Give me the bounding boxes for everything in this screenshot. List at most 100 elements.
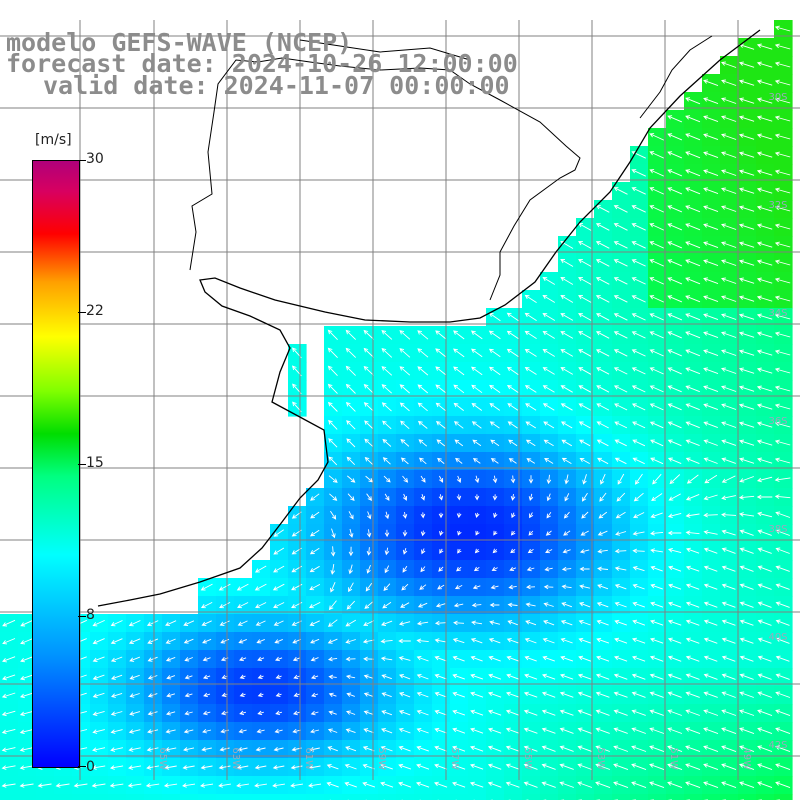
wind-vector-arrow (596, 421, 609, 429)
wind-vector-arrow (470, 709, 484, 716)
wind-vector-arrow (685, 691, 700, 698)
wind-speed-cell (270, 794, 289, 800)
wind-vector-arrow (524, 655, 537, 662)
wind-vector-arrow (417, 330, 429, 340)
wind-vector-arrow (434, 691, 447, 698)
wind-vector-arrow (509, 566, 517, 572)
wind-vector-arrow (344, 781, 357, 788)
wind-vector-arrow (577, 673, 592, 680)
wind-vector-arrow (721, 385, 737, 392)
wind-vector-arrow (399, 330, 411, 340)
wind-speed-cell (252, 794, 271, 800)
wind-vector-arrow (542, 331, 555, 339)
wind-vector-arrow (272, 583, 285, 591)
wind-vector-arrow (506, 366, 519, 375)
wind-vector-arrow (721, 673, 736, 680)
wind-speed-cell (720, 794, 739, 800)
wind-vector-arrow (308, 783, 322, 788)
wind-vector-arrow (774, 25, 791, 32)
wind-vector-arrow (508, 584, 517, 590)
wind-vector-arrow (330, 510, 337, 520)
wind-vector-arrow (649, 133, 664, 141)
wind-vector-arrow (183, 729, 194, 734)
wind-vector-arrow (510, 530, 516, 536)
wind-vector-arrow (345, 639, 356, 644)
wind-vector-arrow (775, 655, 790, 662)
wind-vector-arrow (756, 223, 773, 230)
wind-vector-arrow (703, 367, 719, 375)
wind-vector-arrow (649, 313, 664, 321)
wind-vector-arrow (559, 691, 574, 698)
wind-vector-arrow (703, 385, 719, 393)
wind-vector-arrow (524, 673, 538, 680)
wind-vector-arrow (685, 313, 701, 321)
wind-vector-arrow (600, 473, 606, 485)
wind-vector-arrow (631, 367, 646, 375)
wind-vector-arrow (596, 637, 610, 644)
wind-vector-arrow (434, 709, 447, 716)
wind-vector-arrow (257, 674, 264, 679)
wind-vector-arrow (774, 205, 791, 212)
wind-vector-arrow (757, 655, 772, 662)
wind-vector-arrow (631, 331, 646, 339)
wind-vector-arrow (667, 331, 682, 339)
wind-vector-arrow (614, 421, 628, 429)
wind-vector-arrow (218, 783, 231, 788)
wind-vector-arrow (560, 637, 573, 644)
wind-vector-arrow (437, 584, 445, 590)
wind-vector-arrow (381, 366, 393, 376)
wind-speed-cell (630, 794, 649, 800)
wind-vector-arrow (614, 584, 627, 590)
wind-vector-arrow (398, 745, 411, 752)
wind-vector-arrow (685, 745, 701, 753)
wind-vector-arrow (524, 294, 537, 303)
wind-vector-arrow (274, 638, 283, 644)
wind-vector-arrow (578, 421, 591, 429)
wind-vector-arrow (471, 620, 483, 626)
wind-vector-arrow (328, 710, 337, 716)
wind-vector-arrow (631, 205, 646, 213)
wind-vector-arrow (275, 674, 282, 679)
wind-speed-cell (612, 794, 631, 800)
wind-vector-arrow (774, 61, 791, 68)
wind-vector-arrow (650, 637, 664, 644)
wind-vector-arrow (595, 241, 610, 249)
wind-vector-arrow (775, 565, 790, 572)
longitude-label: 55W (522, 747, 533, 770)
wind-vector-arrow (527, 548, 534, 554)
wind-vector-arrow (92, 638, 105, 645)
wind-vector-arrow (667, 115, 683, 123)
wind-vector-arrow (667, 367, 682, 375)
wind-vector-arrow (525, 403, 537, 411)
wind-vector-arrow (774, 494, 791, 499)
wind-vector-arrow (559, 745, 574, 752)
wind-vector-arrow (560, 367, 574, 375)
wind-vector-arrow (1, 728, 16, 735)
wind-vector-arrow (632, 421, 646, 429)
wind-vector-arrow (596, 602, 609, 608)
wind-vector-arrow (309, 565, 320, 573)
wind-vector-arrow (667, 512, 682, 519)
wind-vector-arrow (721, 133, 737, 140)
wind-vector-arrow (165, 656, 176, 662)
wind-vector-arrow (381, 347, 393, 358)
wind-vector-arrow (613, 331, 628, 339)
wind-vector-arrow (399, 402, 410, 412)
wind-vector-arrow (685, 530, 700, 535)
wind-vector-arrow (452, 781, 466, 788)
wind-vector-arrow (632, 566, 645, 572)
wind-vector-arrow (401, 583, 409, 591)
wind-speed-cell (702, 794, 721, 800)
wind-vector-arrow (506, 655, 519, 662)
wind-speed-cell (576, 794, 595, 800)
wind-vector-arrow (756, 476, 773, 483)
wind-vector-arrow (435, 330, 447, 340)
wind-vector-arrow (667, 241, 683, 249)
wind-vector-arrow (613, 781, 629, 789)
wind-vector-arrow (381, 710, 393, 716)
longitude-label: 49W (741, 747, 752, 770)
wind-vector-arrow (632, 548, 645, 554)
wind-vector-arrow (452, 709, 466, 716)
wind-vector-arrow (613, 187, 628, 195)
wind-vector-arrow (613, 223, 628, 231)
